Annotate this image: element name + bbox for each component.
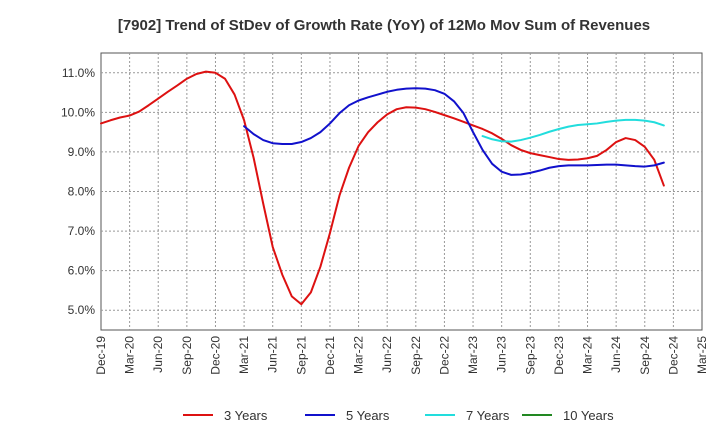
y-tick-label: 6.0% — [68, 264, 96, 278]
x-tick-label: Jun-24 — [609, 336, 623, 373]
y-tick-label: 5.0% — [68, 303, 96, 317]
x-tick-label: Dec-22 — [437, 336, 451, 375]
y-tick-label: 8.0% — [68, 185, 96, 199]
x-tick-label: Sep-24 — [638, 336, 652, 375]
x-tick-label: Jun-23 — [495, 336, 509, 373]
series-line-3-years — [100, 70, 665, 306]
x-tick-label: Dec-21 — [323, 336, 337, 375]
x-tick-label: Mar-22 — [352, 336, 366, 374]
legend-label: 5 Years — [346, 408, 390, 423]
x-tick-label: Mar-25 — [695, 336, 709, 374]
y-tick-label: 10.0% — [61, 105, 95, 119]
series-line-7-years — [481, 118, 665, 143]
x-tick-label: Sep-23 — [523, 336, 537, 375]
series-lines — [100, 70, 665, 306]
x-tick-label: Jun-21 — [266, 336, 280, 373]
legend-label: 10 Years — [563, 408, 614, 423]
series-line-5-years — [243, 87, 665, 176]
x-tick-label: Sep-20 — [180, 336, 194, 375]
x-tick-label: Jun-20 — [151, 336, 165, 373]
y-tick-label: 7.0% — [68, 224, 96, 238]
x-tick-label: Mar-21 — [237, 336, 251, 374]
x-axis: Dec-19 Mar-20 Jun-20 Sep-20 Dec-20 Mar-21 Jun-… — [94, 336, 709, 375]
x-tick-label: Dec-20 — [208, 336, 222, 375]
legend: 3 Years 5 Years 7 Years 10 Years — [183, 408, 614, 423]
x-tick-label: Dec-23 — [552, 336, 566, 375]
y-axis: 5.0% 6.0% 7.0% 8.0% 9.0% 10.0% 11.0% — [61, 66, 95, 317]
legend-label: 3 Years — [224, 408, 268, 423]
y-tick-label: 9.0% — [68, 145, 96, 159]
x-tick-label: Mar-20 — [123, 336, 137, 374]
legend-label: 7 Years — [466, 408, 510, 423]
chart-title: [7902] Trend of StDev of Growth Rate (Yo… — [118, 17, 650, 34]
y-tick-label: 11.0% — [62, 66, 95, 80]
x-tick-label: Dec-24 — [666, 336, 680, 375]
x-tick-label: Sep-22 — [409, 336, 423, 375]
x-tick-label: Mar-23 — [466, 336, 480, 374]
x-tick-label: Dec-19 — [94, 336, 108, 375]
x-tick-label: Sep-21 — [294, 336, 308, 375]
x-tick-label: Jun-22 — [380, 336, 394, 373]
gridlines — [101, 53, 702, 330]
x-tick-label: Mar-24 — [581, 336, 595, 374]
